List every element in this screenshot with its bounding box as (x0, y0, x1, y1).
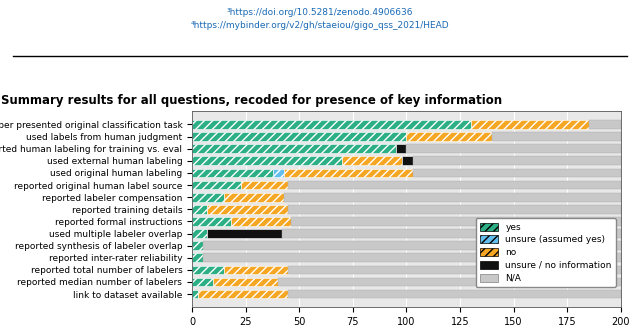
Bar (192, 193, 224, 201)
Bar (282, 229, 621, 238)
Bar (241, 181, 289, 189)
Bar (289, 290, 621, 299)
Bar (289, 205, 621, 214)
Bar (291, 217, 621, 226)
Text: ⁴https://mybinder.org/v2/gh/staeiou/gigo_qss_2021/HEAD: ⁴https://mybinder.org/v2/gh/staeiou/gigo… (191, 21, 449, 30)
Bar (192, 217, 230, 226)
Bar (192, 253, 203, 262)
Legend: yes, unsure (assumed yes), no, unsure / no information, N/A: yes, unsure (assumed yes), no, unsure / … (476, 218, 616, 287)
Bar (198, 290, 289, 299)
Bar (203, 253, 621, 262)
Bar (230, 217, 291, 226)
Bar (273, 168, 284, 177)
Bar (192, 181, 241, 189)
Bar (192, 205, 207, 214)
Bar (402, 156, 413, 165)
Bar (192, 168, 273, 177)
Bar (224, 193, 284, 201)
Bar (589, 120, 621, 129)
Bar (413, 156, 621, 165)
Bar (192, 120, 471, 129)
Bar (203, 241, 621, 250)
Bar (471, 120, 589, 129)
Bar (284, 168, 413, 177)
Bar (224, 266, 289, 274)
Bar (207, 229, 282, 238)
Bar (342, 156, 402, 165)
Bar (207, 205, 289, 214)
Bar (192, 266, 224, 274)
Text: Summary results for all questions, recoded for presence of key information: Summary results for all questions, recod… (1, 94, 502, 107)
Bar (192, 241, 203, 250)
Bar (192, 144, 396, 153)
Bar (492, 132, 621, 141)
Bar (289, 266, 621, 274)
Bar (406, 144, 621, 153)
Text: ³https://doi.org/10.5281/zenodo.4906636: ³https://doi.org/10.5281/zenodo.4906636 (227, 8, 413, 17)
Bar (278, 278, 621, 286)
Bar (192, 229, 207, 238)
Bar (192, 156, 342, 165)
Bar (396, 144, 406, 153)
Bar (192, 132, 406, 141)
Bar (413, 168, 621, 177)
Bar (289, 181, 621, 189)
Bar (192, 290, 198, 299)
Bar (192, 278, 214, 286)
Bar (406, 132, 492, 141)
Bar (284, 193, 621, 201)
Bar (214, 278, 278, 286)
